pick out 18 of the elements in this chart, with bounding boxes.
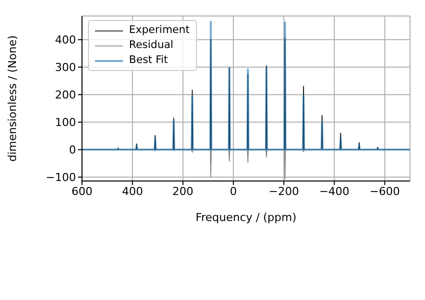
legend-label: Best Fit [129, 53, 168, 68]
x-axis-title: Frequency / (ppm) [196, 211, 296, 224]
y-axis-title: dimensionless / (None) [6, 35, 19, 162]
legend-label: Experiment [129, 23, 190, 38]
x-tick-label: 400 [122, 184, 143, 198]
y-tick-label: 300 [55, 61, 76, 74]
y-tick-label: 0 [69, 144, 76, 157]
y-tick-label: 200 [55, 88, 76, 102]
x-tick-label: 200 [172, 184, 194, 198]
y-tick-label: 400 [55, 34, 76, 47]
x-tick-label: −400 [319, 184, 350, 198]
x-tick-label: 0 [230, 184, 237, 198]
x-tick-label: 600 [72, 184, 92, 198]
y-tick-label: −100 [46, 171, 76, 184]
x-tick-label: −600 [370, 184, 400, 198]
legend-label: Residual [129, 38, 174, 53]
y-tick-label: 100 [55, 116, 76, 130]
x-tick-label: −200 [268, 184, 299, 198]
